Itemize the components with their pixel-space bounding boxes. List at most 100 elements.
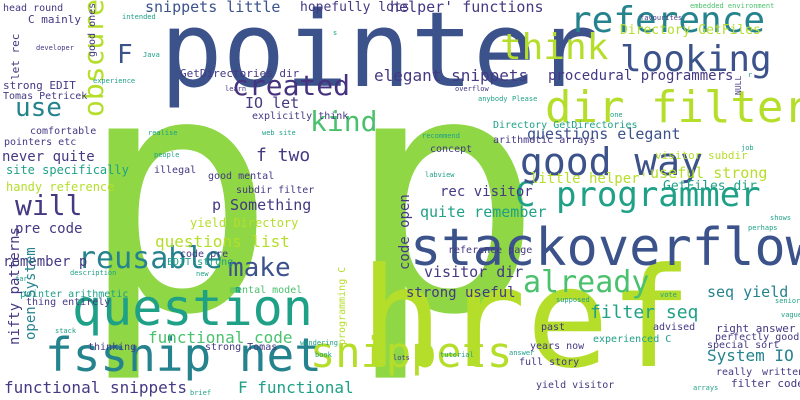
cloud-word: pre code bbox=[15, 221, 83, 237]
cloud-word: functional code bbox=[148, 328, 293, 347]
cloud-word: good way bbox=[520, 140, 704, 184]
cloud-word: f two bbox=[256, 145, 311, 166]
cloud-word: experienced C bbox=[593, 334, 672, 345]
cloud-word: visitor dir bbox=[424, 263, 524, 281]
cloud-word: vague bbox=[781, 311, 800, 319]
cloud-word: overflow bbox=[455, 85, 489, 93]
cloud-word: kind bbox=[310, 105, 378, 138]
cloud-word: supposed bbox=[556, 296, 590, 304]
cloud-word: arithmetic arrays bbox=[493, 135, 596, 146]
cloud-word: new bbox=[196, 270, 209, 278]
cloud-word: brief bbox=[190, 389, 212, 397]
cloud-word: description bbox=[70, 269, 117, 277]
cloud-word: strong useful bbox=[406, 285, 516, 301]
cloud-word: snippets bbox=[310, 328, 513, 377]
cloud-word: hopefully lots bbox=[300, 0, 410, 15]
cloud-word: fssnip net bbox=[45, 328, 322, 382]
cloud-word: reusable bbox=[78, 241, 223, 276]
cloud-word: elegant snippets bbox=[374, 66, 529, 85]
cloud-word: anybody bbox=[478, 95, 508, 103]
cloud-word: Directory GetDirectories bbox=[493, 120, 638, 131]
cloud-word: questions elegant bbox=[527, 125, 681, 143]
cloud-word: code open bbox=[397, 194, 413, 270]
cloud-word: rec visitor bbox=[440, 184, 533, 200]
cloud-word: special sort bbox=[707, 340, 780, 351]
cloud-word: Java bbox=[143, 51, 160, 59]
cloud-word: C programmer bbox=[515, 175, 761, 215]
cloud-word: perfectly good bbox=[715, 332, 800, 343]
cloud-word: illegal bbox=[154, 165, 197, 176]
cloud-word: full story bbox=[519, 357, 580, 368]
cloud-word: strong Tomas bbox=[205, 342, 278, 353]
cloud-word: think bbox=[500, 27, 609, 68]
cloud-word: GetDirectories dir bbox=[180, 67, 300, 80]
cloud-word: really bbox=[716, 367, 753, 378]
cloud-word: GetFiles dir bbox=[663, 179, 757, 194]
cloud-word: little helper' bbox=[530, 171, 649, 187]
cloud-word: System IO bbox=[707, 346, 794, 365]
cloud-word: filter seq bbox=[590, 302, 699, 323]
cloud-word: useful strong bbox=[650, 164, 768, 182]
cloud-word: helper' functions bbox=[390, 0, 544, 16]
cloud-word: handy reference bbox=[6, 180, 115, 194]
cloud-word: senior bbox=[775, 297, 800, 305]
cloud-word: use bbox=[15, 93, 62, 123]
cloud-word: seq yield bbox=[707, 283, 789, 301]
cloud-word: explicitly think bbox=[252, 111, 349, 122]
cloud-word: vote bbox=[660, 291, 677, 299]
cloud-word: past bbox=[541, 322, 566, 333]
cloud-word: IO let bbox=[245, 94, 300, 112]
cloud-word: head round bbox=[3, 3, 64, 14]
cloud-word: recommend bbox=[422, 132, 460, 140]
cloud-word: reference page bbox=[448, 245, 533, 256]
cloud-word: programming C bbox=[337, 266, 348, 345]
cloud-word: concept bbox=[430, 144, 473, 155]
cloud-word: site specifically bbox=[6, 163, 129, 177]
cloud-word: functional snippets bbox=[4, 378, 188, 397]
cloud-word: developer bbox=[36, 44, 74, 52]
cloud-word: labview bbox=[425, 171, 455, 179]
cloud-word: one bbox=[610, 111, 623, 119]
cloud-word: looking bbox=[620, 39, 772, 80]
cloud-word: job bbox=[741, 144, 754, 152]
cloud-word: perhaps bbox=[748, 224, 778, 232]
cloud-word: web site bbox=[262, 129, 296, 137]
cloud-word: p bbox=[78, 3, 277, 387]
cloud-word: good mental bbox=[208, 171, 275, 182]
cloud-word: NULL bbox=[734, 75, 743, 95]
cloud-word: wondering bbox=[300, 339, 338, 347]
cloud-word: r bbox=[748, 71, 753, 79]
cloud-word: answer bbox=[509, 349, 535, 357]
cloud-word: EDIT strong bbox=[167, 257, 234, 268]
cloud-word: people bbox=[154, 151, 180, 159]
cloud-word: code pre bbox=[180, 249, 229, 260]
cloud-word: pointer bbox=[160, 0, 599, 111]
cloud-word: visitor subdir bbox=[655, 149, 748, 162]
cloud-word: nifty patterns bbox=[7, 226, 23, 345]
cloud-word: s bbox=[333, 29, 338, 37]
cloud-word: thinking bbox=[88, 342, 137, 353]
cloud-word: yield Directory bbox=[190, 216, 299, 230]
cloud-word: p bbox=[345, 3, 544, 387]
cloud-word: experience bbox=[93, 77, 136, 85]
cloud-word: procedural programmers bbox=[548, 68, 734, 84]
cloud-word: dir filter bbox=[545, 82, 800, 133]
cloud-word: mental model bbox=[230, 285, 303, 296]
cloud-word: years now bbox=[530, 341, 585, 352]
cloud-word: tutorial bbox=[440, 351, 474, 359]
cloud-word: advised bbox=[653, 322, 696, 333]
cloud-word: thing entirely bbox=[26, 297, 111, 308]
cloud-word: will bbox=[15, 189, 83, 222]
cloud-word: strong EDIT bbox=[3, 79, 76, 92]
cloud-word: right answer bbox=[716, 322, 796, 335]
cloud-word: comfortable bbox=[30, 126, 97, 137]
cloud-word: shows bbox=[770, 214, 792, 222]
cloud-word: Please bbox=[512, 95, 538, 103]
cloud-word: never quite bbox=[2, 149, 95, 165]
cloud-word: F functional bbox=[238, 378, 354, 397]
cloud-word: stackoverflow bbox=[410, 218, 800, 278]
cloud-word: questions list bbox=[155, 232, 290, 251]
cloud-word: good ones bbox=[87, 2, 98, 57]
cloud-word: learn bbox=[225, 85, 247, 93]
cloud-word: written bbox=[762, 367, 800, 378]
